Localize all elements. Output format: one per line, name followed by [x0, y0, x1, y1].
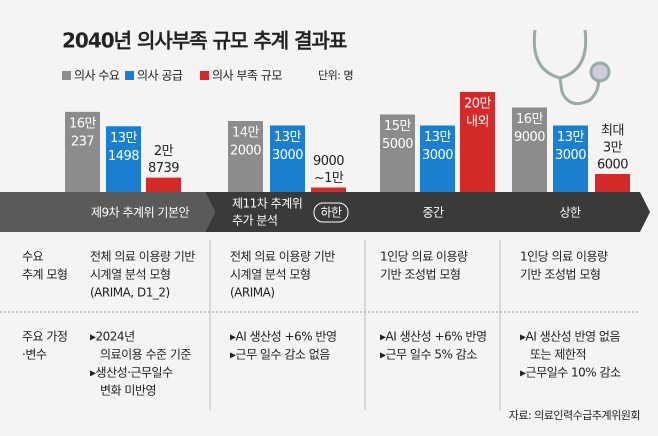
- band-label: 중간: [422, 206, 444, 220]
- value-label: 16만: [69, 116, 97, 131]
- band-label: 상한: [559, 206, 581, 220]
- table-cell: ▸생산성·근무일수: [90, 366, 173, 380]
- row-header: 추계 모형: [22, 268, 67, 282]
- bar: [270, 125, 305, 192]
- table-cell: 시계열 분석 모형: [90, 268, 170, 282]
- table-cell: (ARIMA, D1_2): [90, 286, 170, 300]
- value-label: 14만: [232, 126, 260, 141]
- value-label: 6000: [597, 158, 628, 173]
- bar: [595, 174, 630, 192]
- table-cell: ▸AI 생산성 반영 없음: [520, 330, 620, 344]
- bar: [311, 187, 346, 192]
- table-cell: 1인당 의료 이용량: [520, 250, 608, 264]
- legend-label: 의사 부족 규모: [212, 69, 282, 83]
- bar: [228, 121, 263, 192]
- table-cell: 의료이용 수준 기준: [100, 348, 191, 362]
- table-cell: ▸AI 생산성 +6% 반영: [230, 330, 337, 344]
- value-label: 1498: [108, 149, 139, 164]
- value-label: 5000: [382, 137, 413, 152]
- bar: [146, 177, 181, 192]
- bar: [512, 107, 547, 192]
- table-cell: 전체 의료 이용량 기반: [90, 250, 195, 264]
- table-cell: 전체 의료 이용량 기반: [230, 250, 335, 264]
- table-cell: 기반 조성법 모형: [520, 268, 600, 282]
- value-label: 최대: [601, 124, 624, 139]
- value-label: 3000: [422, 148, 453, 163]
- legend-swatch: [125, 71, 134, 80]
- band-label: 하한: [320, 206, 342, 220]
- table-cell: 변화 미반영: [100, 384, 156, 398]
- bar: [460, 92, 495, 192]
- chart-title: 2040년 의사부족 규모 추계 결과표: [62, 29, 347, 53]
- unit-label: 단위: 명: [318, 69, 353, 82]
- bar: [380, 114, 415, 192]
- value-label: 9000: [514, 130, 545, 145]
- table-cell: 1인당 의료 이용량: [380, 250, 468, 264]
- value-label: 3000: [555, 148, 586, 163]
- value-label: ~1만: [314, 171, 344, 186]
- stethoscope-icon: [532, 29, 611, 106]
- value-label: 13만: [274, 130, 302, 145]
- table-cell: (ARIMA): [230, 286, 275, 300]
- band-heading: 추가 분석: [232, 214, 277, 228]
- bar: [106, 126, 141, 192]
- value-label: 13만: [557, 130, 585, 145]
- value-label: 2000: [230, 144, 261, 159]
- band-second: [205, 192, 650, 232]
- legend-swatch: [62, 71, 71, 80]
- value-label: 13만: [424, 130, 452, 145]
- value-label: 20만: [464, 97, 492, 112]
- table-cell: ▸AI 생산성 +6% 반영: [380, 330, 487, 344]
- pill: [313, 202, 349, 223]
- row-header: ·변수: [22, 348, 47, 362]
- row-header: 수요: [22, 250, 44, 264]
- value-label: 16만: [516, 112, 544, 127]
- bar: [420, 125, 455, 192]
- value-label: 3만: [603, 141, 623, 156]
- legend-label: 의사 공급: [137, 69, 183, 83]
- row-header: 주요 가정: [22, 330, 67, 344]
- table-cell: 기반 조성법 모형: [380, 268, 460, 282]
- value-label: 9000: [313, 154, 344, 169]
- band-heading: 제11차 추계위: [232, 197, 302, 211]
- table-cell: ▸근무 일수 5% 감소: [380, 348, 477, 362]
- value-label: 3000: [272, 148, 303, 163]
- table-cell: 시계열 분석 모형: [230, 268, 310, 282]
- legend-label: 의사 수요: [74, 69, 120, 83]
- bar: [65, 111, 100, 192]
- table-cell: ▸근무 일수 감소 없음: [230, 348, 330, 362]
- value-label: 237: [71, 134, 95, 149]
- band-first: [0, 192, 215, 232]
- legend-swatch: [200, 71, 209, 80]
- table-cell: ▸2024년: [90, 330, 135, 344]
- value-label: 2만: [154, 144, 174, 159]
- value-label: 13만: [110, 131, 138, 146]
- value-label: 15만: [384, 119, 412, 134]
- value-label: 내외: [466, 115, 489, 130]
- value-label: 8739: [148, 161, 179, 176]
- table-cell: ▸근무일수 10% 감소: [520, 366, 621, 380]
- source: 자료: 의료인력수급추계위원회: [509, 409, 640, 422]
- band-label: 제9차 추계위 기본안: [91, 206, 190, 220]
- bar: [553, 125, 588, 192]
- table-cell: 또는 제한적: [530, 348, 586, 362]
